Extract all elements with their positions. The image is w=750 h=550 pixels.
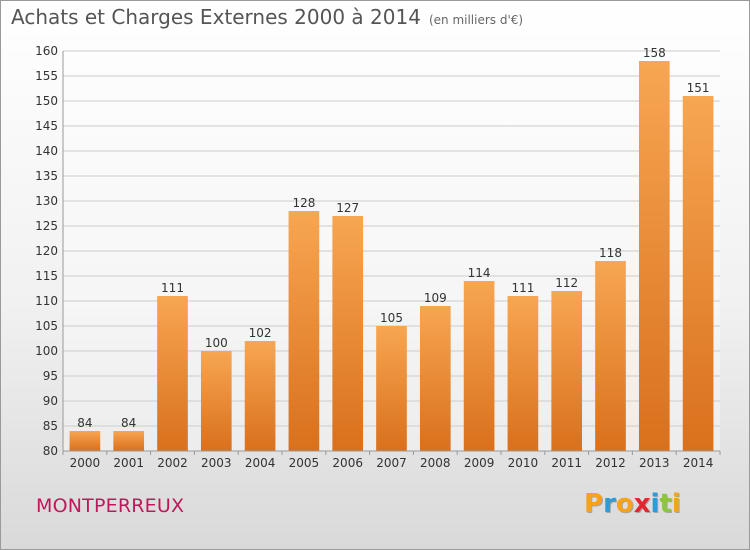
x-tick-label: 2007	[376, 456, 407, 470]
bar	[595, 261, 626, 451]
bar	[113, 431, 145, 451]
logo-letter: P	[584, 489, 604, 519]
bar-value-label: 112	[555, 276, 578, 290]
x-tick-label: 2000	[70, 456, 101, 470]
bar-value-label: 128	[292, 196, 315, 210]
x-tick-label: 2002	[157, 456, 188, 470]
y-tick-label: 85	[43, 419, 58, 433]
bar-value-label: 111	[161, 281, 184, 295]
x-tick-label: 2006	[332, 456, 363, 470]
bars: 84 84 111 100 102 128 127 105 109 114 111 112 118 158…	[69, 46, 714, 451]
bar	[638, 61, 670, 451]
y-tick-label: 90	[43, 394, 58, 408]
x-tick-label: 2010	[508, 456, 539, 470]
bar	[157, 296, 188, 451]
bar-value-label: 84	[121, 416, 136, 430]
y-tick-label: 120	[35, 244, 58, 258]
logo-letter: i	[671, 489, 681, 519]
x-tick-label: 2001	[113, 456, 144, 470]
bar-value-label: 111	[511, 281, 534, 295]
y-tick-label: 125	[35, 219, 58, 233]
logo-letter: x	[633, 489, 651, 519]
y-tick-label: 95	[43, 369, 58, 383]
x-tick-label: 2011	[551, 456, 582, 470]
y-tick-label: 115	[35, 269, 58, 283]
x-tick-label: 2008	[420, 456, 451, 470]
bar-value-label: 100	[205, 336, 228, 350]
logo-letter: o	[615, 489, 634, 519]
proxiti-logo: Proxiti	[584, 489, 681, 519]
bar	[69, 431, 101, 451]
x-tick-label: 2004	[245, 456, 276, 470]
y-tick-label: 100	[35, 344, 58, 358]
logo-letter: r	[603, 489, 616, 519]
chart-title-text: Achats et Charges Externes 2000 à 2014	[11, 5, 421, 29]
bar	[682, 96, 714, 451]
y-tick-label: 105	[35, 319, 58, 333]
bar	[200, 351, 232, 451]
x-tick-label: 2003	[201, 456, 232, 470]
bar-value-label: 84	[77, 416, 92, 430]
x-tick-label: 2013	[639, 456, 670, 470]
x-tick-label: 2005	[289, 456, 320, 470]
bar-value-label: 102	[249, 326, 272, 340]
x-tick-label: 2014	[683, 456, 714, 470]
y-tick-label: 145	[35, 119, 58, 133]
bar	[463, 281, 495, 451]
x-axis: 2000 2001 2002 2003 2004 2005 2006 2007 2008 2009…	[62, 450, 721, 470]
bar	[507, 296, 539, 451]
bar-value-label: 118	[599, 246, 622, 260]
x-tick-label: 2009	[464, 456, 495, 470]
bar	[332, 216, 364, 451]
logo-letter: i	[650, 489, 660, 519]
bar-value-label: 105	[380, 311, 403, 325]
chart-title: Achats et Charges Externes 2000 à 2014 (e…	[11, 5, 523, 29]
y-tick-label: 150	[35, 94, 58, 108]
bar-value-label: 127	[336, 201, 359, 215]
y-tick-label: 110	[35, 294, 58, 308]
bar-value-label: 114	[468, 266, 491, 280]
y-tick-label: 130	[35, 194, 58, 208]
bar-value-label: 158	[643, 46, 666, 60]
town-name: MONTPERREUX	[36, 495, 185, 517]
bar	[244, 341, 276, 451]
bar-value-label: 151	[687, 81, 710, 95]
logo-letter: t	[659, 489, 672, 519]
bar	[551, 291, 583, 451]
y-axis: 80 85 90 95 100 105 110 115 120 125 130 135 140 145 15…	[35, 44, 64, 458]
y-tick-label: 155	[35, 69, 58, 83]
bar	[419, 306, 451, 451]
y-tick-label: 140	[35, 144, 58, 158]
chart-subtitle: (en milliers d'€)	[428, 13, 524, 27]
bar	[376, 326, 407, 451]
bar-value-label: 109	[424, 291, 447, 305]
y-tick-label: 80	[43, 444, 58, 458]
y-tick-label: 160	[35, 44, 58, 58]
x-tick-label: 2012	[595, 456, 626, 470]
y-tick-label: 135	[35, 169, 58, 183]
bar	[288, 211, 320, 451]
